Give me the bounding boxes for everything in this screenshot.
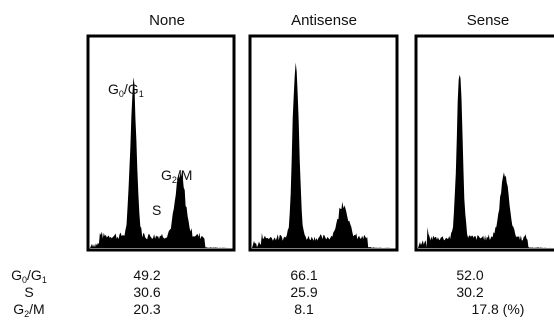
panel-title-antisense: Antisense [291, 12, 357, 29]
cell-antisense-g2m: 8.1 [294, 301, 314, 317]
histogram-area-0 [90, 77, 232, 248]
histogram-area-1 [252, 62, 395, 248]
row-label-g0g1: G0/G1 [11, 267, 47, 285]
histogram-frame-1 [248, 34, 399, 252]
histogram-frame-2 [414, 34, 554, 252]
cell-antisense-s: 25.9 [290, 284, 318, 300]
cell-antisense-g0g1: 66.1 [290, 267, 318, 283]
panel-title-sense: Sense [466, 12, 510, 29]
cell-none-s: 30.6 [133, 284, 161, 300]
cell-none-g0g1: 49.2 [133, 267, 161, 283]
peak-label-g0g1: G0/G1 [108, 81, 144, 99]
cell-sense-g0g1: 52.0 [456, 267, 484, 283]
cell-sense-g2m: 17.8 (%) [471, 301, 525, 317]
row-label-s: S [24, 284, 34, 300]
cell-sense-s: 30.2 [456, 284, 484, 300]
peak-label-g2m: G2/M [161, 167, 193, 185]
peak-label-s: S [152, 202, 162, 218]
histogram-frame-0 [86, 34, 236, 252]
panel-title-none: None [149, 12, 185, 29]
histogram-area-2 [418, 74, 554, 248]
row-label-g2m: G2/M [13, 301, 45, 319]
cell-none-g2m: 20.3 [133, 301, 161, 317]
